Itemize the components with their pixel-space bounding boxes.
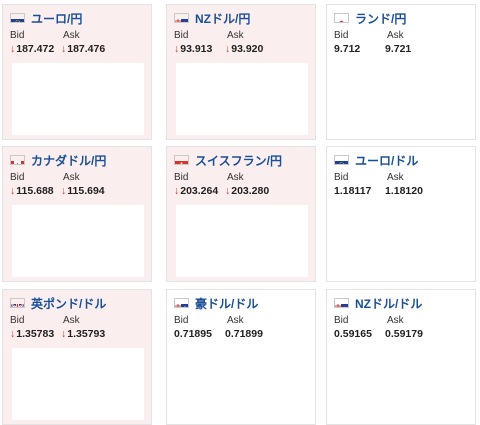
pair-title-link[interactable]: 豪ドル/ドル [195, 297, 259, 311]
price-chart[interactable] [176, 205, 308, 277]
ask-label: Ask [387, 315, 404, 326]
down-arrow-icon: ↓ [61, 43, 67, 55]
bid-value: ↓1.35783 [10, 328, 55, 340]
pair-title-link[interactable]: ランド/円 [355, 12, 407, 26]
rate-card[interactable]: 0.7140.7160.718 豪ドル/ドル Bid Ask 0.71895 0… [166, 289, 316, 425]
price-chart[interactable] [176, 63, 308, 135]
candlestick-chart [12, 205, 144, 277]
down-arrow-icon: ↓ [61, 185, 67, 197]
bid-label: Bid [334, 315, 349, 326]
down-arrow-icon: ↓ [225, 185, 231, 197]
ask-value: 9.721 [385, 43, 412, 55]
down-arrow-icon: ↓ [61, 328, 67, 340]
pair-title-link[interactable]: NZドル/ドル [355, 297, 423, 311]
candlestick-chart [336, 205, 468, 277]
down-arrow-icon: ↓ [10, 43, 16, 55]
bid-value: ↓115.688 [10, 185, 54, 197]
ask-label: Ask [63, 30, 80, 41]
bid-value: 0.59165 [334, 328, 372, 340]
ask-value: 1.18120 [385, 185, 423, 197]
down-arrow-icon: ↓ [174, 185, 180, 197]
candlestick-chart [336, 348, 468, 420]
pair-title-link[interactable]: スイスフラン/円 [195, 154, 282, 168]
down-arrow-icon: ↓ [174, 43, 180, 55]
bid-label: Bid [174, 315, 189, 326]
ask-label: Ask [227, 315, 244, 326]
price-chart[interactable] [12, 205, 144, 277]
rate-card[interactable]: 11:0023:0011:00187.2187.4187.6 ユーロ/円 Bid… [2, 4, 152, 140]
rate-card[interactable]: 11:0023:0011:00203.2203.4203.6 スイスフラン/円 … [166, 146, 316, 282]
bid-label: Bid [10, 172, 25, 183]
ask-label: Ask [227, 30, 244, 41]
candlestick-chart [12, 63, 144, 135]
bid-label: Bid [10, 315, 25, 326]
ca-flag-icon: 11:0023:0011:00115.4115.6115.8 [10, 155, 25, 165]
price-chart[interactable] [12, 348, 144, 420]
bid-value: 1.18117 [334, 185, 372, 197]
bid-label: Bid [334, 172, 349, 183]
candlestick-chart [176, 348, 308, 420]
price-chart[interactable] [336, 63, 468, 135]
bid-value: ↓203.264 [174, 185, 219, 197]
rate-card[interactable]: 11:0023:0011:009.689.79.72 ランド/円 Bid Ask… [326, 4, 476, 140]
pair-title-link[interactable]: ユーロ/円 [31, 12, 83, 26]
bid-value: 0.71895 [174, 328, 212, 340]
rate-card[interactable]: 1.3541.3561.358 英ポンド/ドル Bid Ask ↓1.35783… [2, 289, 152, 425]
price-chart[interactable] [12, 63, 144, 135]
candlestick-chart [176, 205, 308, 277]
rate-grid: 11:0023:0011:00187.2187.4187.6 ユーロ/円 Bid… [2, 4, 476, 425]
uk-flag-icon: 1.3541.3561.358 [10, 298, 25, 308]
ask-value: 0.59179 [385, 328, 423, 340]
ask-label: Ask [227, 172, 244, 183]
ask-value: ↓187.476 [61, 43, 106, 55]
ask-label: Ask [387, 172, 404, 183]
pair-title-link[interactable]: NZドル/円 [195, 12, 251, 26]
rate-card[interactable]: 11:0023:0011:0093.693.894 NZドル/円 Bid Ask… [166, 4, 316, 140]
price-chart[interactable] [176, 348, 308, 420]
rate-card[interactable]: 11:0023:0011:00115.4115.6115.8 カナダドル/円 B… [2, 146, 152, 282]
ask-label: Ask [63, 315, 80, 326]
ask-value: ↓203.280 [225, 185, 270, 197]
down-arrow-icon: ↓ [10, 328, 16, 340]
price-chart[interactable] [336, 205, 468, 277]
nz-flag-icon: 11:0023:0011:0093.693.894 [174, 13, 189, 23]
ask-label: Ask [387, 30, 404, 41]
candlestick-chart [176, 63, 308, 135]
price-chart[interactable] [336, 348, 468, 420]
bid-value: 9.712 [334, 43, 361, 55]
ch-flag-icon: 11:0023:0011:00203.2203.4203.6 [174, 155, 189, 165]
down-arrow-icon: ↓ [10, 185, 16, 197]
eu-flag-icon: 11:0023:0011:00187.2187.4187.6 [10, 13, 25, 23]
nz-flag-icon: 0.5890.590.5910.592 [334, 298, 349, 308]
ask-value: 0.71899 [225, 328, 263, 340]
za-flag-icon: 11:0023:0011:009.689.79.72 [334, 13, 349, 23]
bid-label: Bid [174, 172, 189, 183]
bid-label: Bid [10, 30, 25, 41]
bid-label: Bid [334, 30, 349, 41]
bid-label: Bid [174, 30, 189, 41]
ask-value: ↓1.35793 [61, 328, 106, 340]
candlestick-chart [336, 63, 468, 135]
eu-flag-icon: 11:0023:0011:001.1781.1791.181.181 [334, 155, 349, 165]
pair-title-link[interactable]: カナダドル/円 [31, 154, 107, 168]
pair-title-link[interactable]: 英ポンド/ドル [31, 297, 107, 311]
ask-value: ↓115.694 [61, 185, 105, 197]
bid-value: ↓187.472 [10, 43, 55, 55]
ask-value: ↓93.920 [225, 43, 264, 55]
candlestick-chart [12, 348, 144, 420]
rate-card[interactable]: 0.5890.590.5910.592 NZドル/ドル Bid Ask 0.59… [326, 289, 476, 425]
au-flag-icon: 0.7140.7160.718 [174, 298, 189, 308]
pair-title-link[interactable]: ユーロ/ドル [355, 154, 419, 168]
rate-card[interactable]: 11:0023:0011:001.1781.1791.181.181 ユーロ/ド… [326, 146, 476, 282]
ask-label: Ask [63, 172, 80, 183]
down-arrow-icon: ↓ [225, 43, 231, 55]
bid-value: ↓93.913 [174, 43, 213, 55]
